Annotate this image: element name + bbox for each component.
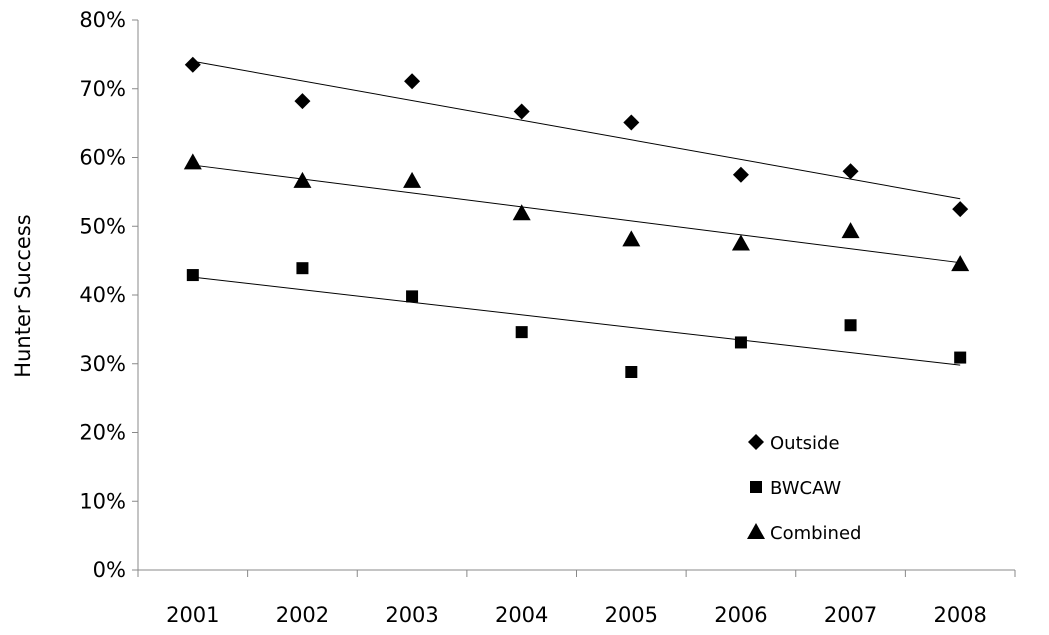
data-markers — [183, 56, 970, 378]
point-outside — [294, 93, 311, 110]
legend-label-outside: Outside — [770, 433, 840, 454]
point-combined — [951, 255, 970, 272]
x-tick-label: 2003 — [385, 603, 438, 627]
point-outside — [732, 166, 749, 183]
point-bwcaw — [186, 269, 199, 282]
point-bwcaw — [954, 351, 967, 364]
y-axis-label: Hunter Success — [11, 214, 35, 377]
point-combined — [403, 171, 422, 188]
point-bwcaw — [625, 366, 638, 378]
trendline-combined — [192, 164, 961, 264]
legend-marker-combined — [747, 523, 765, 539]
x-tick-label: 2002 — [276, 603, 329, 627]
legend-marker-bwcaw — [750, 481, 762, 493]
y-tick-label: 40% — [79, 283, 126, 307]
y-tick-label: 20% — [79, 421, 126, 445]
y-tick-label: 80% — [79, 8, 126, 32]
trendlines — [192, 60, 961, 366]
legend-label-combined: Combined — [770, 523, 861, 544]
x-tick-label: 2005 — [605, 603, 658, 627]
legend: Outside BWCAW Combined — [747, 433, 861, 544]
point-bwcaw — [515, 326, 528, 339]
x-tick-label: 2007 — [824, 603, 877, 627]
point-outside — [404, 73, 421, 90]
x-tick-label: 2006 — [714, 603, 767, 627]
x-tick-label: 2008 — [933, 603, 986, 627]
point-outside — [623, 114, 640, 131]
trendline-outside — [192, 60, 961, 200]
point-bwcaw — [296, 262, 309, 275]
legend-label-bwcaw: BWCAW — [770, 478, 841, 499]
trendline-bwcaw — [192, 276, 961, 366]
point-outside — [513, 103, 530, 120]
y-tick-label: 50% — [79, 214, 126, 238]
point-combined — [731, 234, 750, 251]
x-tick-label: 2001 — [166, 603, 219, 627]
point-combined — [622, 230, 641, 247]
point-outside — [952, 201, 969, 218]
point-combined — [841, 222, 860, 239]
y-tick-label: 30% — [79, 352, 126, 376]
point-combined — [183, 153, 202, 170]
x-tick-label: 2004 — [495, 603, 548, 627]
point-combined — [293, 171, 312, 188]
point-outside — [842, 163, 859, 180]
legend-marker-outside — [748, 434, 764, 450]
point-outside — [184, 56, 201, 73]
point-bwcaw — [406, 290, 419, 303]
y-tick-label: 60% — [79, 146, 126, 170]
point-bwcaw — [844, 319, 857, 332]
y-tick-label: 70% — [79, 77, 126, 101]
point-combined — [512, 204, 531, 221]
y-tick-label: 10% — [79, 489, 126, 513]
y-tick-label: 0% — [93, 558, 126, 582]
point-bwcaw — [734, 336, 747, 349]
axes: 0% 10% 20% 30% 40% 50% 60% 70% 80% 2001 2002 2003 20… — [79, 8, 1016, 627]
